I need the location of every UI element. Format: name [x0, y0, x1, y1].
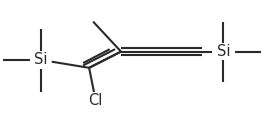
Text: Si: Si — [217, 44, 230, 59]
Text: Cl: Cl — [89, 93, 103, 108]
Text: Si: Si — [35, 53, 48, 67]
